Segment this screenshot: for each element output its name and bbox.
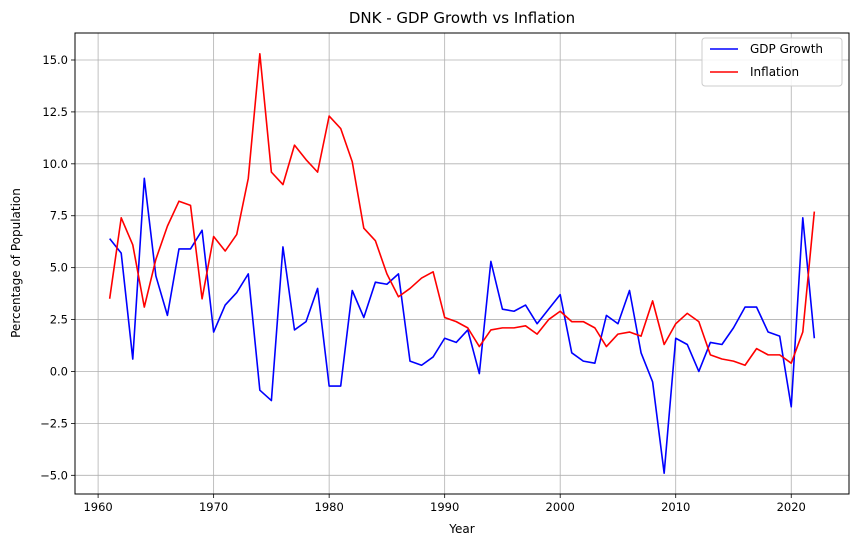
y-tick-label: 5.0 [50,261,68,275]
x-tick-label: 1970 [199,500,228,514]
y-tick-label: 2.5 [50,313,68,327]
y-tick-label: 7.5 [50,209,68,223]
y-tick-label: −5.0 [40,468,68,482]
plot-frame [74,32,850,495]
legend-box [701,37,843,87]
y-tick-label: 12.5 [42,105,68,119]
y-tick-label: 10.0 [42,157,68,171]
x-tick-label: 2000 [546,500,575,514]
x-tick-label: 2020 [777,500,806,514]
series-line-gdp-growth [109,177,816,475]
x-tick-label: 1990 [430,500,459,514]
chart-title: DNK - GDP Growth vs Inflation [349,9,575,27]
y-tick-label: 0.0 [50,364,68,378]
series-lines [108,52,816,475]
x-tick-label: 1960 [83,500,112,514]
y-axis-label: Percentage of Population [9,188,23,338]
x-tick-label: 2010 [661,500,690,514]
y-tick-label: −2.5 [40,416,68,430]
legend-label-gdp-growth: GDP Growth [750,42,823,56]
x-axis-label: Year [448,522,474,536]
series-line-inflation [108,52,816,367]
y-axis-ticks: −5.0 −2.5 0.0 2.5 5.0 7.5 10.0 12.5 15.0 [40,53,75,482]
legend-label-inflation: Inflation [750,65,799,79]
y-tick-label: 15.0 [42,53,68,67]
legend: GDP Growth Inflation [701,37,843,87]
x-axis-ticks: 1960 1970 1980 1990 2000 2010 2020 [83,494,806,514]
x-tick-label: 1980 [315,500,344,514]
grid-lines [75,33,849,494]
